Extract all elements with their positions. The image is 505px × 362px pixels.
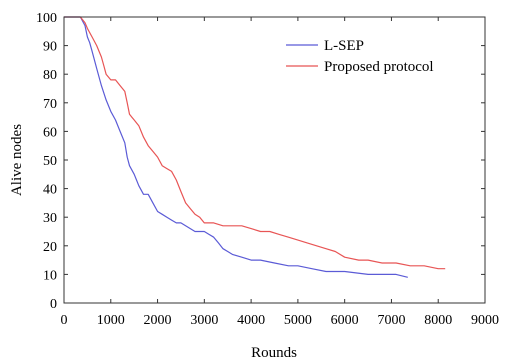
- x-axis-title: Rounds: [251, 345, 297, 361]
- series-line-l-sep: [64, 16, 408, 278]
- y-tick-label: 100: [36, 11, 57, 26]
- x-tick-label: 2000: [144, 313, 172, 328]
- legend-label: L-SEP: [324, 38, 364, 54]
- x-tick-label: 5000: [284, 313, 312, 328]
- y-tick-label: 30: [43, 211, 57, 226]
- x-tick-label: 1000: [97, 313, 125, 328]
- y-tick-label: 60: [43, 125, 57, 140]
- y-tick-label: 90: [43, 40, 57, 55]
- y-tick-label: 50: [43, 154, 57, 169]
- x-tick-label: 8000: [424, 313, 452, 328]
- x-tick-label: 9000: [471, 313, 499, 328]
- x-tick-label: 0: [61, 313, 68, 328]
- y-tick-label: 0: [50, 297, 57, 312]
- series-line-proposed-protocol: [64, 16, 446, 270]
- y-axis-title: Alive nodes: [9, 124, 25, 196]
- y-tick-label: 70: [43, 97, 57, 112]
- y-tick-label: 10: [43, 268, 57, 283]
- plot-frame: [63, 16, 486, 304]
- x-tick-label: 3000: [190, 313, 218, 328]
- y-tick-label: 20: [43, 240, 57, 255]
- x-tick-label: 7000: [377, 313, 405, 328]
- y-tick-label: 80: [43, 68, 57, 83]
- y-tick-label: 40: [43, 183, 57, 198]
- x-tick-label: 4000: [237, 313, 265, 328]
- legend-label: Proposed protocol: [324, 59, 434, 75]
- x-tick-label: 6000: [331, 313, 359, 328]
